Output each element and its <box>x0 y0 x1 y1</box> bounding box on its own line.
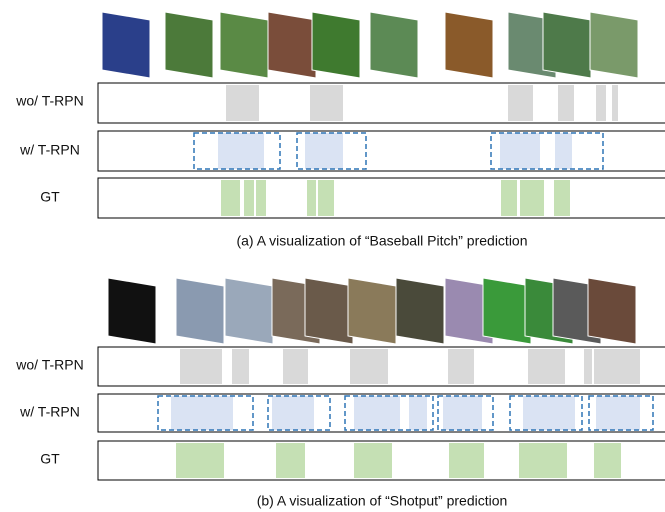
thumbnail <box>102 12 150 78</box>
thumbnail <box>268 12 316 78</box>
segment <box>596 396 640 430</box>
segment <box>443 396 482 430</box>
segment <box>508 85 533 121</box>
segment <box>354 443 392 478</box>
segment <box>554 180 570 216</box>
segment <box>596 85 606 121</box>
caption: (a) A visualization of “Baseball Pitch” … <box>236 233 527 249</box>
page: wo/ T-RPN w/ T-RPN GT (a) A visualizatio… <box>0 0 665 512</box>
segment <box>180 349 222 384</box>
row-label: GT <box>40 451 60 467</box>
segment <box>310 85 343 121</box>
segment <box>555 133 572 169</box>
segment <box>221 180 240 216</box>
segment <box>256 180 266 216</box>
thumbnail <box>543 12 591 78</box>
segment <box>500 133 540 169</box>
segment <box>449 443 484 478</box>
segment <box>520 180 544 216</box>
segment <box>612 85 618 121</box>
thumbnail <box>483 278 531 344</box>
segment <box>594 349 640 384</box>
segment <box>350 349 388 384</box>
segment <box>176 443 224 478</box>
row-label: GT <box>40 189 60 205</box>
segment <box>232 349 249 384</box>
segment <box>523 396 575 430</box>
thumbnail <box>396 278 444 344</box>
track <box>98 83 665 123</box>
thumbnail <box>312 12 360 78</box>
thumbnail <box>165 12 213 78</box>
segment <box>244 180 254 216</box>
row-label: w/ T-RPN <box>19 142 80 158</box>
segment <box>272 396 314 430</box>
track <box>98 131 665 171</box>
segment <box>276 443 305 478</box>
segment <box>594 443 621 478</box>
segment <box>218 133 264 169</box>
thumbnail <box>176 278 224 344</box>
row-label: w/ T-RPN <box>19 404 80 420</box>
segment <box>305 133 343 169</box>
segment <box>409 396 427 430</box>
segment <box>283 349 308 384</box>
figure: wo/ T-RPN w/ T-RPN GT (a) A visualizatio… <box>0 0 665 512</box>
segment <box>528 349 565 384</box>
thumbnail <box>445 12 493 78</box>
segment <box>501 180 517 216</box>
track <box>98 178 665 218</box>
thumbnail <box>348 278 396 344</box>
segment <box>307 180 316 216</box>
segment <box>584 349 592 384</box>
row-label: wo/ T-RPN <box>15 93 83 109</box>
thumbnail <box>108 278 156 344</box>
thumbnail <box>370 12 418 78</box>
thumbnail <box>305 278 353 344</box>
segment <box>519 443 567 478</box>
segment <box>448 349 474 384</box>
segment <box>226 85 259 121</box>
caption: (b) A visualization of “Shotput” predict… <box>257 493 508 509</box>
thumbnail <box>220 12 268 78</box>
segment <box>558 85 574 121</box>
row-label: wo/ T-RPN <box>15 357 83 373</box>
segment <box>354 396 400 430</box>
thumbnail <box>590 12 638 78</box>
segment <box>171 396 233 430</box>
segment <box>318 180 334 216</box>
thumbnail <box>588 278 636 344</box>
thumbnail <box>225 278 273 344</box>
